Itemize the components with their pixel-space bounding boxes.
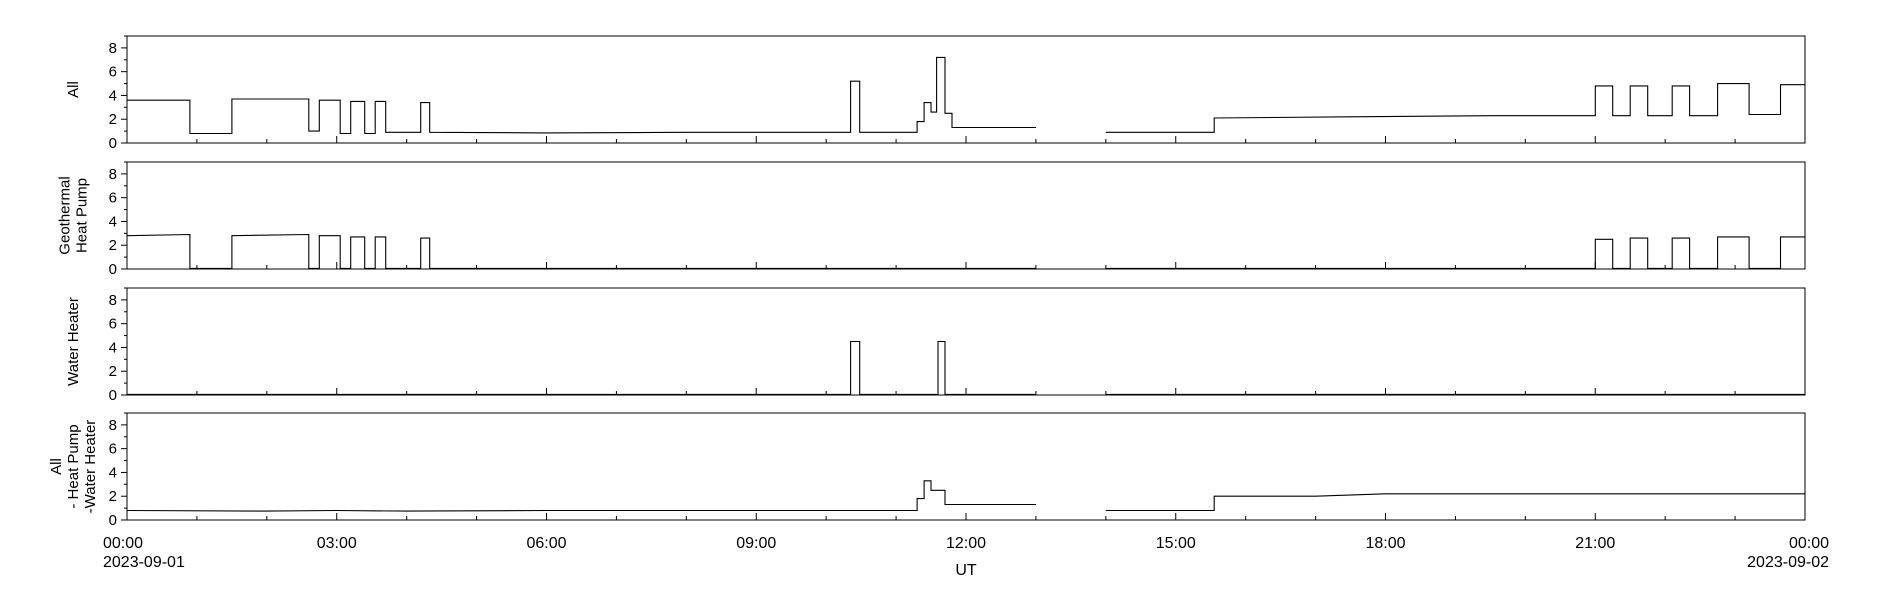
y-tick-label: 4 [109,213,117,230]
y-tick-label: 8 [109,292,117,309]
panel-label-line: All [65,81,82,98]
panel-label-line: Water Heater [65,297,82,386]
panel-frame [126,161,1806,270]
panel-label-line: All [48,458,65,475]
y-tick-label: 8 [109,417,117,434]
y-tick-label: 4 [109,464,117,481]
panel-label-line: -Water Heater [82,420,99,514]
y-tick-label: 0 [109,261,117,278]
y-tick-label: 8 [109,166,117,183]
y-tick-label: 4 [109,87,117,104]
x-tick-label: 18:00 [1365,535,1405,552]
trace-before-gap [127,340,1036,395]
panel-3: 0 2 4 6 8 Water Heater [65,287,1806,404]
y-tick-label: 2 [109,237,117,254]
y-tick-label: 4 [109,339,117,356]
x-tick-date-label: 2023-09-02 [1747,554,1829,571]
y-tick-label: 2 [109,111,117,128]
x-tick-label: 12:00 [946,535,986,552]
y-tick-label: 8 [109,40,117,57]
panel-frame [126,287,1806,396]
y-tick-label: 0 [109,512,117,529]
panel-1: 0 2 4 6 8 All [65,35,1806,152]
x-tick-label: 00:00 [1789,535,1829,552]
x-tick-label: 21:00 [1575,535,1615,552]
y-tick-label: 2 [109,488,117,505]
y-tick-label: 6 [109,441,117,458]
y-tick-label: 0 [109,387,117,404]
x-tick-date-label: 2023-09-01 [103,554,185,571]
x-tick-label: 06:00 [526,535,566,552]
panel-2: 0 2 4 6 8 Geothermal Heat Pump [57,161,1806,278]
y-tick-label: 2 [109,363,117,380]
panel-label-line: - Heat Pump [65,424,82,508]
y-tick-label: 6 [109,190,117,207]
x-tick-label: 09:00 [736,535,776,552]
panel-label-line: Heat Pump [74,178,91,253]
x-tick-label: 00:00 [103,535,143,552]
trace-after-gap [1105,493,1805,512]
trace-after-gap [1105,83,1805,133]
trace-after-gap [1105,236,1805,269]
y-tick-label: 6 [109,316,117,333]
panel-label-line: Geothermal [57,176,74,254]
trace-before-gap [126,233,1036,269]
y-tick-label: 0 [109,135,117,152]
x-tick-label: 15:00 [1156,535,1196,552]
x-tick-label: 03:00 [317,535,357,552]
panel-4: 0 2 4 6 8 All - Heat Pump -Water Heater [48,412,1806,529]
trace-before-gap [126,480,1036,512]
y-tick-label: 6 [109,64,117,81]
trace-before-gap [127,56,1036,135]
x-axis-title: UT [955,562,977,579]
